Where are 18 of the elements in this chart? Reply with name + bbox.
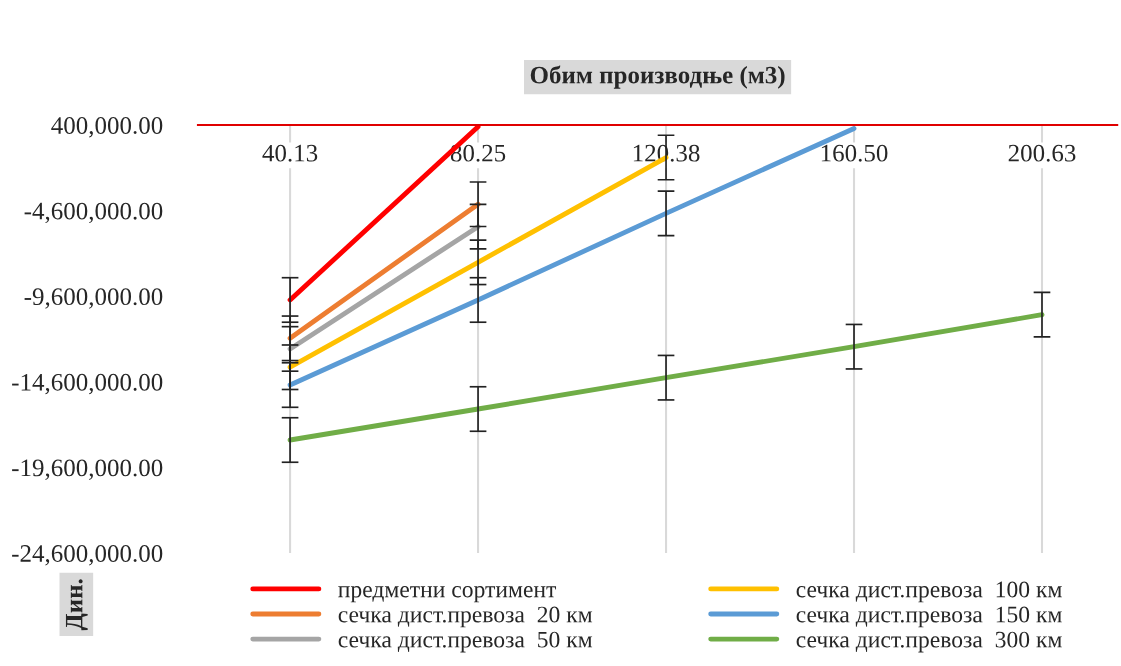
- line-series: [287, 312, 1045, 443]
- legend-label: сечка дист.превоза 50 км: [338, 631, 593, 653]
- y-tick-label: -14,600,000.00: [12, 373, 163, 395]
- y-tick-label: 400,000.00: [51, 117, 163, 138]
- y-tick-label: -19,600,000.00: [12, 459, 163, 480]
- y-tick-label: -24,600,000.00: [12, 545, 163, 566]
- x-tick-label: 40.13: [262, 144, 318, 162]
- legend-label: сечка дист.превоза 300 км: [796, 631, 1062, 653]
- legend-label: предметни сортимент: [338, 586, 557, 603]
- chart-title: Обим производње (м3): [530, 65, 785, 89]
- y-tick-label: -4,600,000.00: [24, 202, 163, 224]
- legend-label: сечка дист.превоза 20 км: [338, 606, 593, 628]
- x-tick-label: 200.63: [1008, 144, 1076, 162]
- y-axis-title: Дин.: [65, 579, 88, 631]
- legend-label: сечка дист.превоза 150 км: [796, 606, 1062, 628]
- legend-label: сечка дист.превоза 100 км: [796, 581, 1062, 603]
- y-tick-label: -9,600,000.00: [24, 288, 163, 309]
- x-tick-label: 160.50: [821, 144, 888, 162]
